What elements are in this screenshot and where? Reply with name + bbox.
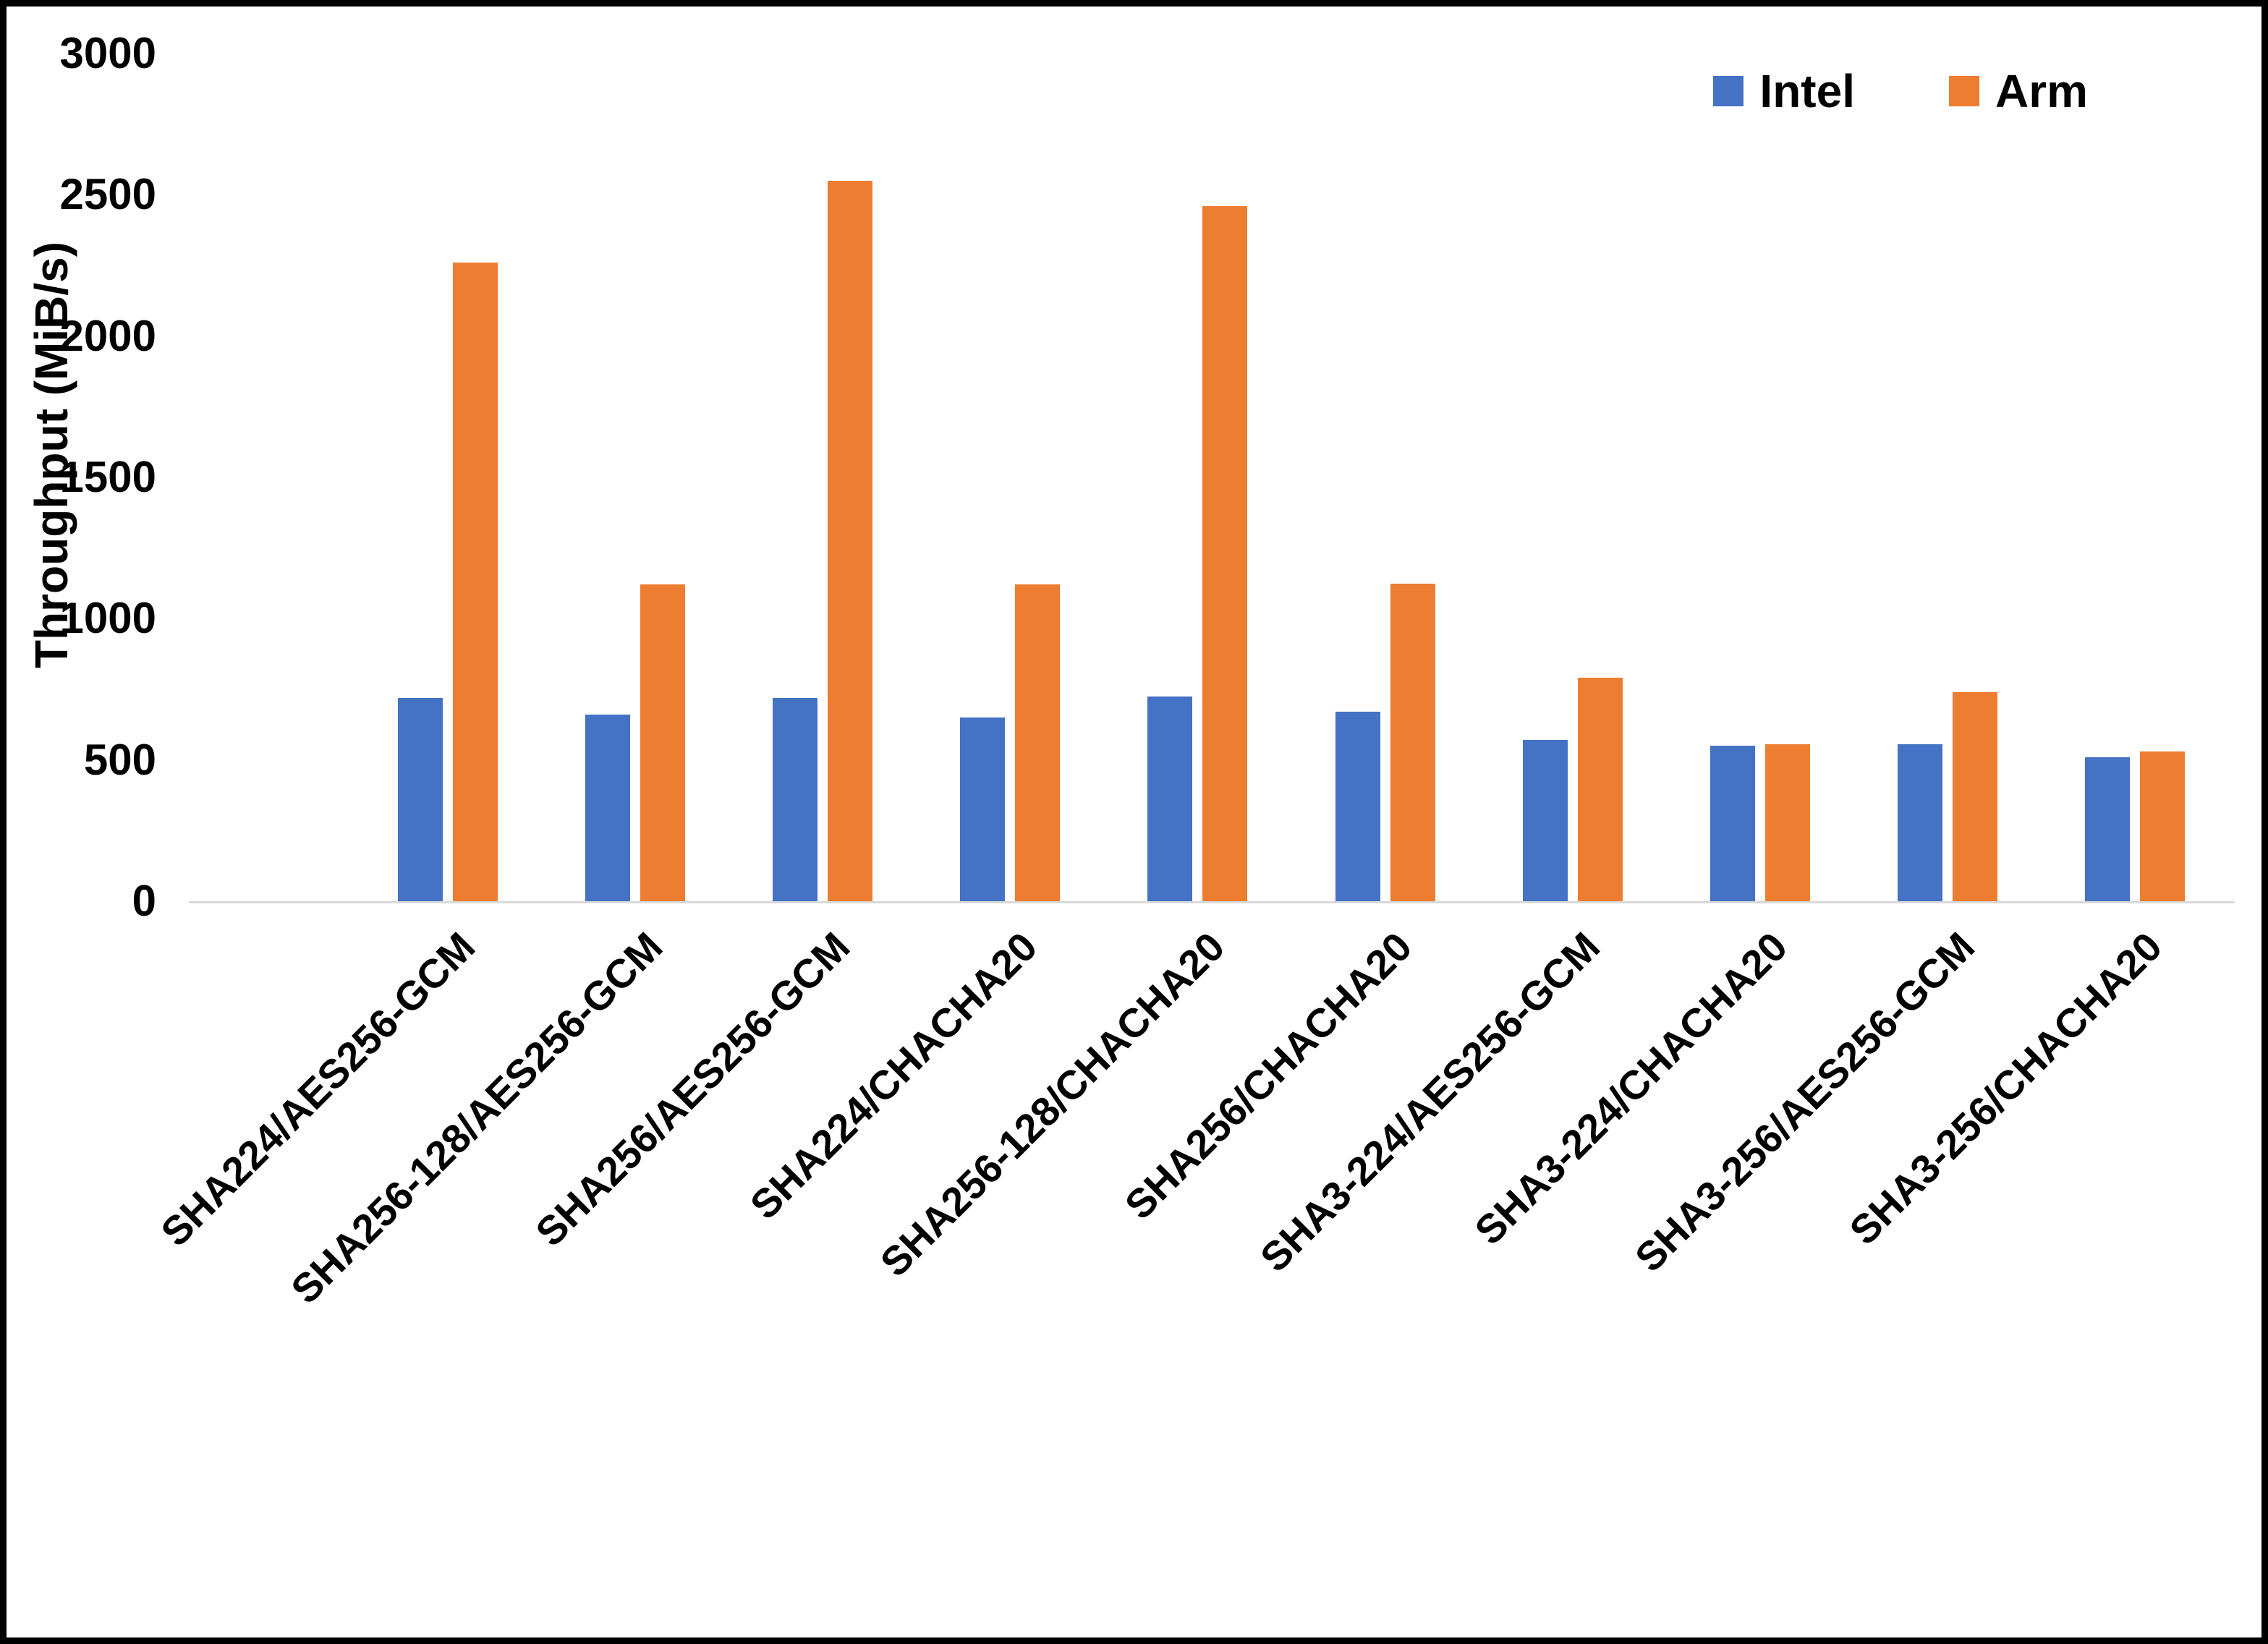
- x-category-label: SHA3-224/CHACHA20: [1466, 923, 1796, 1253]
- y-tick-label: 0: [132, 877, 156, 925]
- bar-arm-7: [1577, 678, 1623, 901]
- x-category-label: SHA3-224/AES256-GCM: [1251, 923, 1609, 1281]
- x-category-label: SHA256/AES256-GCM: [526, 923, 859, 1255]
- x-category-label: SHA224/AES256-GCM: [151, 923, 483, 1255]
- legend-item-arm: Arm: [1948, 64, 2088, 118]
- x-category-label: SHA3-256/CHACHA20: [1840, 923, 2171, 1253]
- bar-arm-9: [1953, 691, 1998, 901]
- bar-arm-6: [1390, 583, 1435, 901]
- bar-intel-7: [1522, 740, 1568, 901]
- y-tick-label: 3000: [59, 29, 156, 77]
- bar-arm-3: [828, 180, 872, 901]
- legend-label-intel: Intel: [1759, 65, 1855, 117]
- bar-intel-6: [1335, 712, 1380, 901]
- legend-swatch-intel: [1713, 76, 1744, 106]
- y-tick-label: 2500: [59, 170, 156, 219]
- bar-intel-8: [1710, 746, 1755, 901]
- legend-label-arm: Arm: [1995, 65, 2088, 117]
- bar-arm-4: [1015, 584, 1061, 901]
- bar-intel-4: [960, 717, 1006, 901]
- legend-swatch-arm: [1948, 76, 1979, 106]
- chart-legend: Intel Arm: [1713, 64, 2088, 118]
- bar-intel-9: [1898, 744, 1943, 901]
- bar-arm-10: [2140, 751, 2186, 901]
- bar-intel-1: [397, 697, 443, 901]
- x-axis-line: [189, 901, 2235, 903]
- legend-item-intel: Intel: [1713, 64, 1855, 118]
- bar-arm-8: [1765, 744, 1810, 901]
- x-category-label: SHA256-128/CHACHA20: [871, 923, 1233, 1285]
- y-tick-label: 1500: [59, 453, 156, 501]
- bar-intel-10: [2085, 757, 2131, 901]
- y-tick-label: 500: [83, 735, 156, 784]
- x-category-label: SHA3-256/AES256-GCM: [1626, 923, 1984, 1281]
- bar-arm-5: [1202, 205, 1248, 901]
- bar-intel-2: [585, 715, 630, 901]
- y-tick-label: 2000: [59, 311, 156, 360]
- x-category-label: SHA256-128/AES256-GCM: [281, 923, 671, 1313]
- bar-intel-3: [773, 697, 817, 901]
- y-tick-label: 1000: [59, 594, 156, 643]
- bar-intel-5: [1147, 696, 1193, 901]
- bar-arm-2: [640, 584, 685, 901]
- bar-arm-1: [452, 263, 498, 901]
